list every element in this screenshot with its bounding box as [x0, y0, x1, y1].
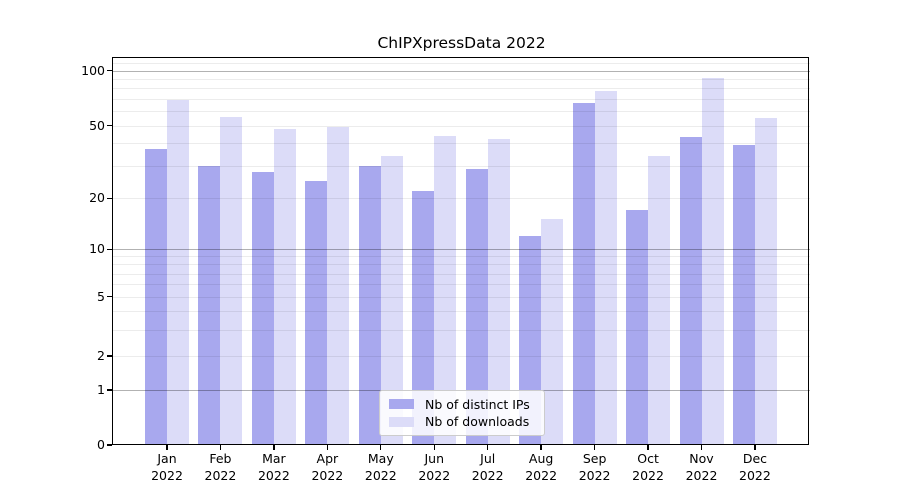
x-tick-may: [380, 445, 382, 450]
bar-downloads-oct: [648, 156, 671, 445]
gridline-y-60: [113, 111, 810, 113]
bar-downloads-dec: [754, 117, 777, 445]
gridline-y-9: [113, 256, 810, 258]
bar-distinct-ips-jan: [145, 149, 167, 445]
legend-swatch-downloads: [389, 416, 414, 427]
gridline-y-40: [113, 143, 810, 145]
x-tick-jul: [487, 445, 489, 450]
legend-swatch-distinct-ips: [389, 399, 414, 410]
x-tick-jun: [433, 445, 435, 450]
x-tick-mar: [273, 445, 275, 450]
x-tick-label-feb: Feb 2022: [204, 451, 237, 483]
y-tick-label-50: 50: [89, 117, 105, 133]
bar-distinct-ips-dec: [732, 145, 755, 445]
bar-downloads-mar: [273, 128, 296, 445]
gridline-y-6: [113, 284, 810, 286]
bar-downloads-jun: [434, 135, 457, 445]
x-tick-label-jul: Jul 2022: [471, 451, 504, 483]
bar-distinct-ips-sep: [572, 103, 595, 445]
gridline-y-70: [113, 98, 810, 100]
x-tick-label-may: May 2022: [364, 451, 397, 483]
x-tick-label-jan: Jan 2022: [151, 451, 183, 483]
legend-label-distinct-ips: Nb of distinct IPs: [425, 396, 530, 412]
x-tick-label-nov: Nov 2022: [685, 451, 718, 483]
x-tick-nov: [700, 445, 703, 450]
gridline-y-8: [113, 264, 810, 266]
gridline-y-10: [113, 249, 810, 251]
gridline-y-110: [113, 62, 810, 64]
y-tick-label-10: 10: [89, 241, 105, 257]
x-tick-label-mar: Mar 2022: [257, 451, 290, 483]
x-tick-label-oct: Oct 2022: [632, 451, 664, 483]
y-tick-20: [107, 197, 112, 199]
gridline-y-2: [113, 356, 810, 357]
x-tick-dec: [754, 445, 756, 450]
bar-downloads-aug: [541, 219, 564, 445]
gridline-y-5: [113, 296, 810, 298]
gridline-y-90: [113, 78, 810, 80]
y-tick-label-5: 5: [97, 288, 105, 304]
gridline-y-7: [113, 273, 810, 275]
bar-distinct-ips-mar: [251, 171, 274, 445]
x-tick-label-jun: Jun 2022: [418, 451, 451, 483]
gridline-y-3: [113, 329, 810, 331]
x-tick-label-dec: Dec 2022: [739, 451, 771, 483]
gridline-y-100: [113, 70, 810, 72]
bar-downloads-apr: [327, 127, 350, 445]
bar-distinct-ips-nov: [679, 137, 702, 445]
x-tick-sep: [593, 445, 596, 450]
x-tick-jan: [166, 445, 168, 450]
x-tick-label-sep: Sep 2022: [578, 451, 611, 483]
bar-downloads-jan: [167, 99, 189, 445]
bar-distinct-ips-oct: [626, 210, 649, 445]
y-tick-label-100: 100: [81, 62, 105, 78]
y-tick-5: [107, 295, 112, 298]
legend-item-distinct-ips: Nb of distinct IPs: [389, 397, 535, 412]
gridline-y-20: [113, 198, 810, 200]
bar-downloads-jul: [487, 139, 510, 445]
x-tick-label-aug: Aug 2022: [525, 451, 558, 483]
y-tick-label-0: 0: [97, 437, 105, 452]
bar-distinct-ips-feb: [198, 166, 221, 445]
y-tick-0: [107, 444, 112, 446]
bar-distinct-ips-jul: [465, 168, 488, 445]
y-tick-label-1: 1: [97, 382, 105, 397]
legend-label-downloads: Nb of downloads: [425, 414, 530, 430]
y-tick-10: [107, 248, 112, 250]
x-tick-apr: [326, 445, 329, 450]
gridline-y-80: [113, 88, 810, 90]
y-tick-2: [107, 355, 112, 357]
bar-downloads-nov: [701, 77, 724, 445]
bar-distinct-ips-apr: [305, 180, 328, 445]
gridline-y-4: [113, 310, 810, 312]
x-tick-feb: [219, 445, 222, 450]
chart-title: ChIPXpressData 2022: [377, 34, 546, 52]
x-tick-aug: [540, 445, 542, 450]
bar-downloads-sep: [594, 91, 617, 445]
y-tick-label-2: 2: [97, 348, 105, 363]
legend-item-downloads: Nb of downloads: [389, 414, 535, 429]
bar-downloads-may: [380, 156, 403, 445]
gridline-y-30: [113, 166, 810, 168]
gridline-y-50: [113, 125, 810, 127]
bar-distinct-ips-jun: [412, 190, 435, 445]
y-tick-label-20: 20: [89, 190, 105, 206]
x-tick-oct: [647, 445, 649, 450]
y-tick-100: [107, 69, 112, 72]
bar-distinct-ips-may: [358, 166, 381, 445]
bar-downloads-feb: [220, 116, 243, 445]
y-tick-50: [107, 124, 112, 127]
legend: Nb of distinct IPs Nb of downloads: [379, 390, 545, 436]
x-tick-label-apr: Apr 2022: [311, 451, 344, 483]
y-tick-1: [107, 389, 112, 391]
